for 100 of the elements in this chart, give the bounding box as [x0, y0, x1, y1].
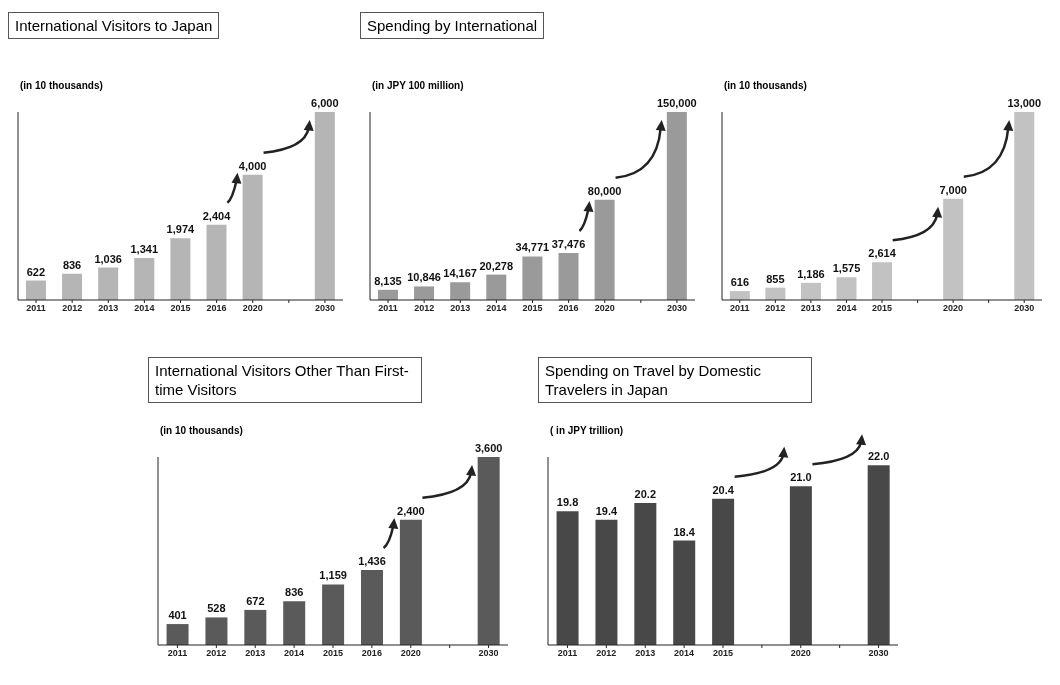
chart-title: Spending on Travel by Domestic Travelers in Japan [538, 357, 812, 403]
x-tick-label: 2020 [790, 648, 811, 659]
data-label: 14,167 [443, 267, 477, 280]
data-label: 1,436 [358, 555, 386, 568]
data-label: 836 [62, 258, 82, 271]
data-label: 2,404 [202, 209, 232, 222]
x-tick-label: 2016 [206, 303, 227, 314]
x-tick-label: 2014 [486, 303, 507, 314]
x-tick-label: 2030 [1014, 303, 1035, 314]
y-axis-title: (in 10 thousands) [160, 425, 243, 436]
y-axis-title: (in 10 thousands) [724, 80, 807, 91]
x-tick-label: 2012 [765, 303, 786, 314]
data-label: 10,846 [407, 271, 441, 284]
x-tick-label: 2012 [414, 303, 435, 314]
data-label: 80,000 [587, 184, 622, 197]
x-tick-label: 2015 [871, 303, 893, 314]
x-tick-label: 2030 [666, 303, 687, 314]
x-tick-label: 2015 [170, 303, 191, 314]
data-label: 13,000 [1007, 97, 1042, 109]
x-tick-label: 2014 [134, 303, 155, 314]
x-tick-label: 2016 [361, 648, 382, 659]
x-tick-label: 2013 [98, 303, 119, 314]
bar [729, 291, 750, 300]
bar [283, 601, 306, 645]
x-tick-label: 2013 [245, 648, 266, 659]
data-label: 4,000 [238, 159, 267, 172]
x-tick-label: 2020 [400, 648, 421, 659]
chart-title: International Visitors to Japan [8, 12, 220, 39]
bar [872, 262, 893, 300]
y-axis-title: (in 10 thousands) [20, 80, 103, 91]
x-tick-label: 2014 [674, 648, 695, 659]
bar [134, 257, 155, 300]
x-tick-label: 2013 [450, 303, 471, 314]
data-label: 20.2 [634, 487, 657, 500]
data-label: 20.4 [712, 483, 735, 496]
x-tick-label: 2011 [26, 303, 46, 314]
bar [486, 274, 507, 300]
bar [205, 617, 228, 645]
x-tick-label: 2014 [284, 648, 305, 659]
x-tick-label: 2020 [594, 303, 615, 314]
bar [1014, 112, 1035, 300]
data-label: 3,600 [474, 442, 503, 454]
data-label: 20,278 [479, 259, 514, 272]
bar [943, 198, 964, 300]
data-label: 1,186 [797, 267, 825, 280]
chart-title: Spending by International [360, 12, 545, 39]
data-label: 836 [285, 586, 304, 599]
x-tick-label: 2015 [522, 303, 543, 314]
data-label: 150,000 [656, 97, 697, 109]
data-label: 2,400 [397, 504, 425, 517]
x-tick-label: 2014 [836, 303, 857, 314]
x-tick-label: 2020 [943, 303, 964, 314]
bar [244, 609, 267, 645]
bar [206, 224, 227, 300]
data-label: 22.0 [867, 450, 890, 463]
data-label: 1,341 [130, 242, 159, 255]
x-tick-label: 2013 [800, 303, 821, 314]
data-label: 21.0 [790, 471, 812, 484]
bar [242, 174, 263, 300]
bar [450, 282, 471, 300]
data-label: 1,575 [832, 262, 861, 275]
data-label: 622 [26, 265, 46, 278]
y-axis-title: (in JPY 100 million) [372, 80, 464, 91]
bar [361, 570, 383, 645]
x-tick-label: 2016 [558, 303, 579, 314]
data-label: 1,036 [94, 252, 122, 265]
x-tick-label: 2012 [596, 648, 617, 659]
data-label: 672 [246, 594, 265, 607]
x-tick-label: 2015 [322, 648, 344, 659]
data-label: 528 [207, 602, 226, 615]
data-label: 19.8 [556, 496, 579, 509]
x-tick-label: 2020 [242, 303, 263, 314]
x-tick-label: 2011 [378, 303, 398, 314]
bar [25, 280, 46, 300]
bar [166, 624, 189, 645]
x-tick-label: 2015 [712, 648, 734, 659]
x-tick-label: 2011 [557, 648, 578, 659]
bar [314, 112, 335, 300]
x-tick-label: 2012 [206, 648, 227, 659]
data-label: 616 [730, 276, 749, 289]
data-label: 1,159 [319, 569, 347, 582]
bar [322, 584, 345, 645]
x-tick-label: 2012 [62, 303, 83, 314]
x-tick-label: 2030 [314, 303, 335, 314]
data-label: 1,974 [166, 223, 196, 236]
x-tick-label: 2013 [635, 648, 656, 659]
data-label: 401 [168, 609, 187, 622]
data-label: 19.4 [595, 504, 619, 517]
x-tick-label: 2030 [868, 648, 889, 659]
bar [170, 238, 191, 300]
data-label: 18.4 [673, 525, 696, 538]
data-label: 6,000 [311, 97, 339, 109]
x-tick-label: 2011 [730, 303, 750, 314]
y-axis-title: ( in JPY trillion) [550, 425, 624, 436]
bar [800, 282, 821, 300]
data-label: 37,476 [551, 238, 586, 251]
chart-title: International Visitors Other Than First-time Visitors [148, 357, 422, 403]
bar [558, 253, 579, 300]
bar [666, 112, 687, 300]
bar [98, 267, 119, 300]
